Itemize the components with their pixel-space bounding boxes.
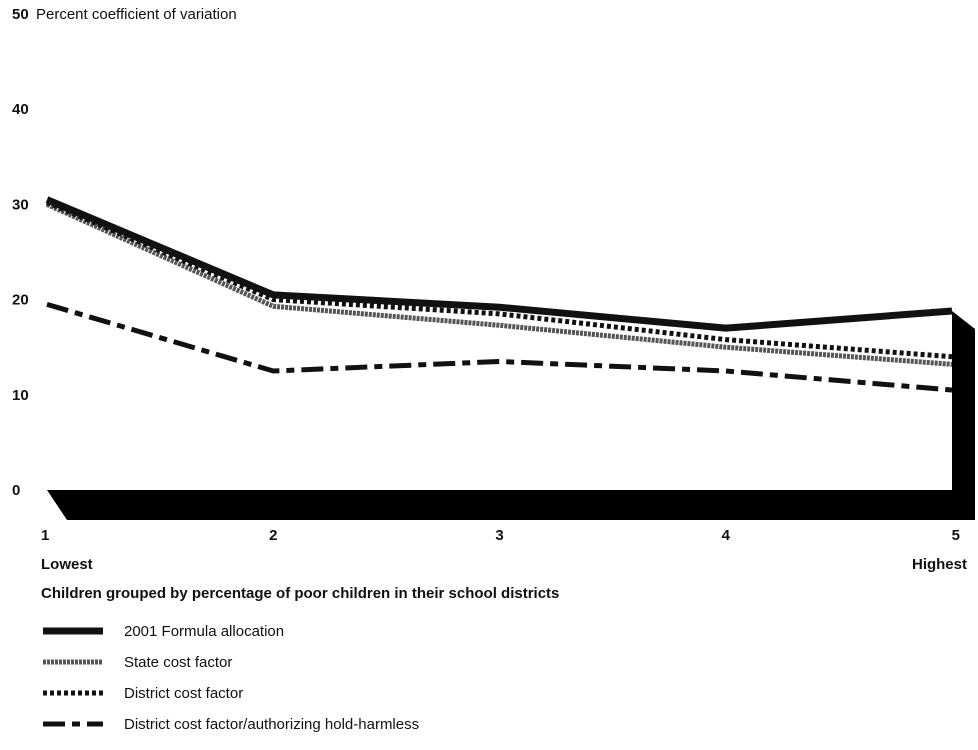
x-tick-label: 1 [41,527,49,544]
legend-label: 2001 Formula allocation [124,623,284,640]
y-axis-ticks: 0 10 20 30 40 50 [12,6,29,499]
x-axis-ticks: 1 2 3 4 5 [41,527,960,544]
y-axis-title: Percent coefficient of variation [36,6,237,23]
y-tick-label: 50 [12,6,29,23]
x-axis-title: Children grouped by percentage of poor c… [41,585,559,602]
series-line [46,301,953,393]
y-tick-label: 40 [12,101,29,118]
series-line [46,200,953,360]
chart-floor [47,311,975,520]
x-tick-label: 3 [495,527,503,544]
series-lines [45,196,953,393]
series-line [45,202,953,367]
legend-label: District cost factor [124,685,243,702]
x-tick-label: 5 [952,527,960,544]
y-tick-label: 0 [12,482,20,499]
side-wall [952,311,975,490]
legend-label: District cost factor/authorizing hold-ha… [124,716,419,733]
x-axis-high-label: Highest [912,556,967,573]
legend: 2001 Formula allocation State cost factor… [43,623,419,733]
legend-label: State cost factor [124,654,232,671]
y-tick-label: 10 [12,387,29,404]
floor-slab [47,490,975,520]
x-tick-label: 2 [269,527,277,544]
y-tick-label: 20 [12,292,29,309]
series-line [45,196,953,332]
x-axis-low-label: Lowest [41,556,93,573]
y-tick-label: 30 [12,196,29,213]
x-tick-label: 4 [722,527,731,544]
